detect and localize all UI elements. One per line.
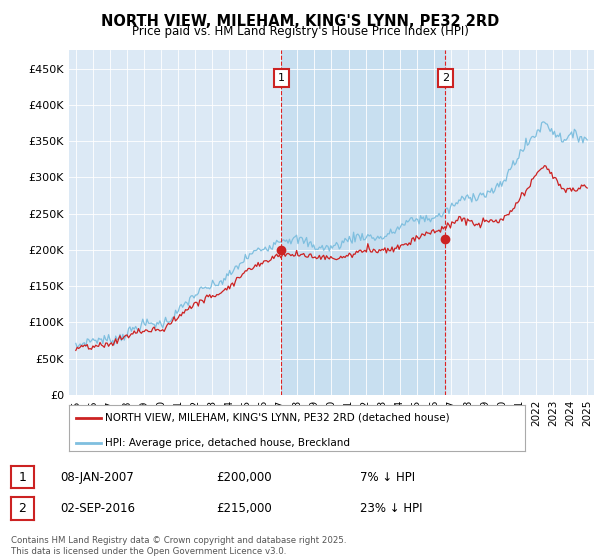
Text: Price paid vs. HM Land Registry's House Price Index (HPI): Price paid vs. HM Land Registry's House … (131, 25, 469, 38)
Bar (281, 50, 445, 395)
Text: 2: 2 (18, 502, 26, 515)
Text: £200,000: £200,000 (216, 470, 272, 484)
Text: 02-SEP-2016: 02-SEP-2016 (60, 502, 135, 515)
Text: 23% ↓ HPI: 23% ↓ HPI (360, 502, 422, 515)
Text: 1: 1 (18, 470, 26, 484)
Text: 7% ↓ HPI: 7% ↓ HPI (360, 470, 415, 484)
Text: NORTH VIEW, MILEHAM, KING'S LYNN, PE32 2RD (detached house): NORTH VIEW, MILEHAM, KING'S LYNN, PE32 2… (106, 413, 450, 423)
Text: 08-JAN-2007: 08-JAN-2007 (60, 470, 134, 484)
Text: Contains HM Land Registry data © Crown copyright and database right 2025.
This d: Contains HM Land Registry data © Crown c… (11, 536, 346, 556)
Text: 2: 2 (442, 73, 449, 83)
Text: NORTH VIEW, MILEHAM, KING'S LYNN, PE32 2RD: NORTH VIEW, MILEHAM, KING'S LYNN, PE32 2… (101, 14, 499, 29)
Text: HPI: Average price, detached house, Breckland: HPI: Average price, detached house, Brec… (106, 437, 350, 447)
Text: 1: 1 (278, 73, 285, 83)
Text: £215,000: £215,000 (216, 502, 272, 515)
